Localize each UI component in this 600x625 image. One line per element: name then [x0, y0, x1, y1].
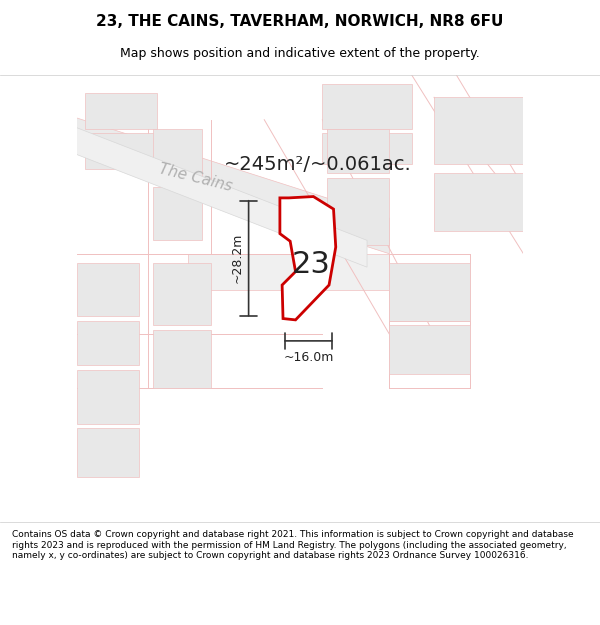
Polygon shape: [389, 262, 470, 321]
Polygon shape: [54, 111, 389, 254]
Text: 23, THE CAINS, TAVERHAM, NORWICH, NR8 6FU: 23, THE CAINS, TAVERHAM, NORWICH, NR8 6F…: [97, 14, 503, 29]
Text: ~16.0m: ~16.0m: [283, 351, 334, 364]
Polygon shape: [77, 370, 139, 424]
Text: Contains OS data © Crown copyright and database right 2021. This information is : Contains OS data © Crown copyright and d…: [12, 530, 574, 560]
Text: Map shows position and indicative extent of the property.: Map shows position and indicative extent…: [120, 48, 480, 61]
Polygon shape: [77, 321, 139, 366]
Polygon shape: [322, 133, 412, 164]
Polygon shape: [152, 262, 211, 325]
Polygon shape: [327, 129, 389, 173]
Polygon shape: [152, 330, 211, 388]
Text: ~245m²/~0.061ac.: ~245m²/~0.061ac.: [224, 155, 412, 174]
Polygon shape: [434, 98, 532, 164]
Polygon shape: [327, 177, 389, 245]
Polygon shape: [188, 254, 389, 289]
Polygon shape: [322, 84, 412, 129]
Text: The Cains: The Cains: [157, 161, 233, 194]
Polygon shape: [152, 187, 202, 241]
Polygon shape: [77, 428, 139, 478]
Text: ~28.2m: ~28.2m: [231, 233, 244, 283]
Polygon shape: [389, 325, 470, 374]
Polygon shape: [68, 124, 367, 267]
Text: 23: 23: [292, 251, 331, 279]
Polygon shape: [434, 173, 532, 231]
Polygon shape: [280, 196, 336, 320]
Polygon shape: [85, 133, 157, 169]
Polygon shape: [85, 93, 157, 129]
Polygon shape: [77, 262, 139, 316]
Polygon shape: [152, 129, 202, 182]
